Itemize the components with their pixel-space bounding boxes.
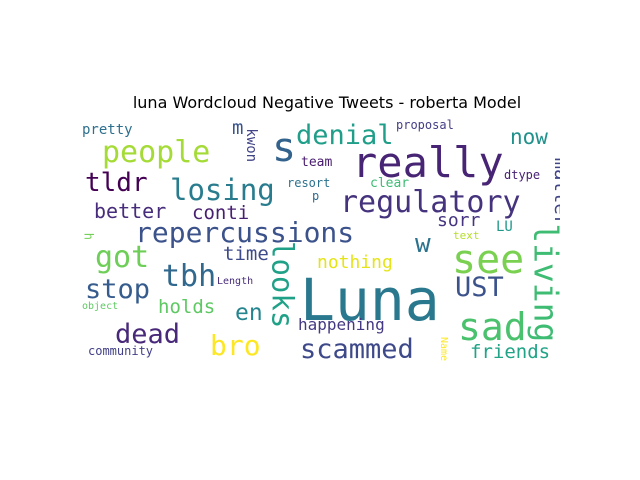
word-living: living (526, 223, 560, 342)
word-name: Name (438, 337, 449, 361)
word-nothing: nothing (317, 252, 393, 273)
word-looks: looks (265, 241, 299, 328)
word-conti: conti (192, 202, 249, 224)
word-text: text (453, 229, 480, 242)
word-sorr: sorr (437, 210, 481, 231)
word-repercussions: repercussions (135, 216, 354, 249)
word-denial: denial (296, 120, 394, 151)
word-losing: losing (170, 173, 275, 207)
word-s: s (272, 125, 296, 171)
chart-title: luna Wordcloud Negative Tweets - roberta… (132, 93, 522, 112)
word-sad: sad (458, 305, 527, 349)
word-m: m (232, 117, 243, 139)
word-pretty: pretty (82, 122, 133, 138)
word-better: better (94, 199, 166, 223)
word-stop: stop (85, 274, 150, 305)
word-clear: clear (370, 176, 409, 191)
word-resort: resort (287, 176, 330, 190)
word-w: w (415, 229, 431, 259)
word-scammed: scammed (300, 334, 414, 365)
word-matter: matter (550, 158, 560, 227)
word-object: object (82, 301, 118, 312)
word-length: Length (217, 276, 253, 287)
word-got: got (95, 240, 149, 275)
word-lu: LU (496, 219, 513, 235)
word-see: see (452, 237, 524, 283)
word-holds: holds (158, 296, 215, 318)
word-time: time (223, 243, 269, 265)
word-en: en (235, 300, 263, 326)
word-regulatory: regulatory (340, 185, 521, 220)
wordcloud: Luna really see sad living s denial peoplelosin… (80, 116, 560, 368)
word-kwon: kwon (243, 128, 259, 162)
word-bro: bro (210, 329, 261, 362)
word-really: really (352, 138, 504, 187)
word-people: people (102, 135, 210, 170)
word-team: team (301, 155, 332, 170)
word-proposal: proposal (396, 118, 454, 132)
word-tbh: tbh (162, 259, 216, 294)
word-now: now (510, 125, 548, 149)
word-happening: happening (298, 315, 385, 334)
word-community: community (88, 344, 153, 358)
word-ust: UST (455, 272, 504, 303)
word-luna: Luna (300, 266, 440, 334)
word-friends: friends (470, 341, 550, 363)
word-dead: dead (115, 319, 180, 350)
word-h: h (82, 233, 96, 240)
word-dtype: dtype (504, 168, 540, 182)
word-tldr: tldr (85, 168, 148, 198)
word-p: p (312, 189, 319, 203)
